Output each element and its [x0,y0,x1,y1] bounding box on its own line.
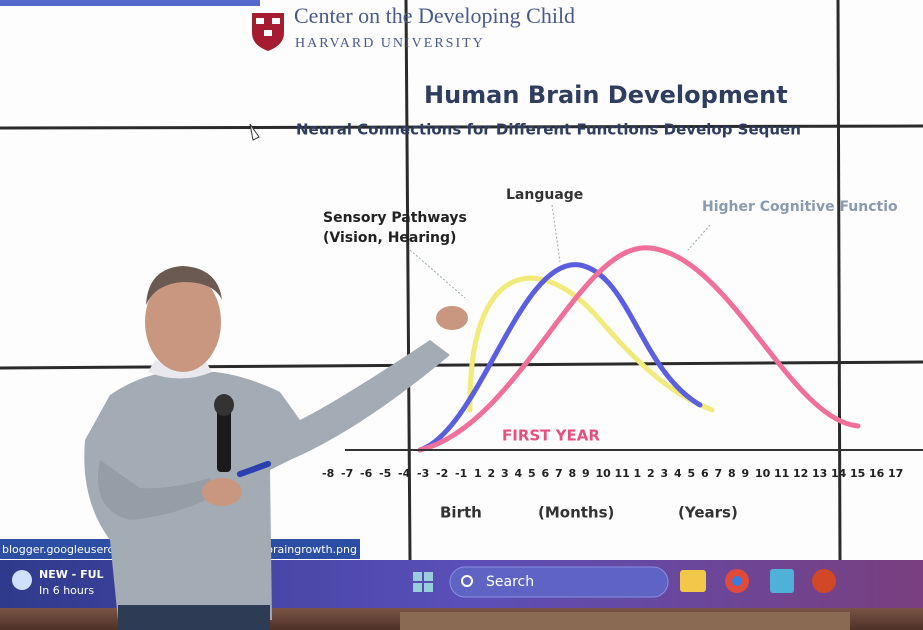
weather-title[interactable]: NEW - FUL [39,568,104,581]
axis-tick-label: 3 [501,467,509,480]
axis-tick-label: 7 [555,467,563,480]
axis-tick-label: 7 [715,467,723,480]
axis-tick-label: 1 [634,467,642,480]
curves [417,245,861,453]
slide-title: Human Brain Development [424,81,788,109]
weather-time[interactable]: In 6 hours [39,584,94,597]
axis-caption: (Years) [678,504,738,522]
axis-tick-label: -3 [417,467,429,480]
axis-tick-label: -6 [360,467,373,480]
axis-tick-label: -4 [398,467,411,480]
axis-tick-label: 15 [850,467,865,480]
axis-tick-label: 16 [869,467,885,480]
axis-tick-label: -5 [379,467,391,480]
logo-name: Center on the Developing Child [294,3,575,28]
search-icon [461,575,473,587]
axis-tick-label: 8 [569,467,577,480]
logo [252,13,284,51]
axis-tick-label: -7 [341,467,353,480]
screen-edge [0,0,260,6]
axis-tick-label: -2 [436,467,448,480]
axis-tick-label: 11 [615,467,630,480]
start-button[interactable] [413,572,433,592]
axis-tick-label: 5 [528,467,536,480]
first-year-label: FIRST YEAR [502,427,600,445]
axis-ticks: -8 -7 -6 -5 -4 -3 -2 -1 1 2 3 4 5 6 7 8 9 10 11 1 2 3 4 5 6 7 8 9 10… [322,467,903,480]
leader-lines [409,204,711,299]
axis-tick-label: 2 [647,467,655,480]
axis-tick-label: 4 [674,467,682,480]
app-icon[interactable] [680,570,706,592]
presenter [84,266,468,630]
axis-tick-label: 9 [582,467,590,480]
axis-tick-label: 10 [596,467,612,480]
axis-tick-label: 17 [888,467,903,480]
axis-tick-label: 12 [793,467,808,480]
logo-sub: HARVARD UNIVERSITY [295,36,485,51]
app-icon[interactable] [770,569,794,593]
axis-caption: Birth [440,504,482,522]
axis-tick-label: 8 [728,467,736,480]
axis-tick-label: 4 [515,467,523,480]
url-text: blogger.googleusercon [2,543,127,556]
app-icon[interactable] [812,569,836,593]
slide-subtitle: Neural Connections for Different Functio… [296,121,801,139]
axis-tick-label: 6 [542,467,550,480]
axis-tick-label: -8 [322,467,334,480]
axis-tick-label: 10 [755,467,771,480]
url-text: braingrowth.png [266,543,357,556]
search-text[interactable]: Search [486,574,534,590]
podium [400,612,850,630]
axis-tick-label: 9 [742,467,750,480]
axis-tick-label: 11 [774,467,789,480]
axis-tick-label: 1 [474,467,482,480]
axis-tick-label: 2 [488,467,496,480]
curve-label: Higher Cognitive Functio [702,199,898,215]
axis-tick-label: 13 [812,467,827,480]
weather-icon[interactable] [12,570,32,590]
axis-caption: (Months) [538,504,614,522]
curve-label: Language [506,187,583,203]
axis-tick-label: 3 [661,467,669,480]
cursor [249,123,260,141]
axis-tick-label: 14 [831,467,847,480]
axis-tick-label: 5 [688,467,696,480]
axis-tick-label: 6 [701,467,709,480]
search-box[interactable] [449,566,669,598]
curve-label: Sensory Pathways [323,210,467,226]
curve-label: (Vision, Hearing) [323,230,456,246]
axis-tick-label: -1 [455,467,467,480]
